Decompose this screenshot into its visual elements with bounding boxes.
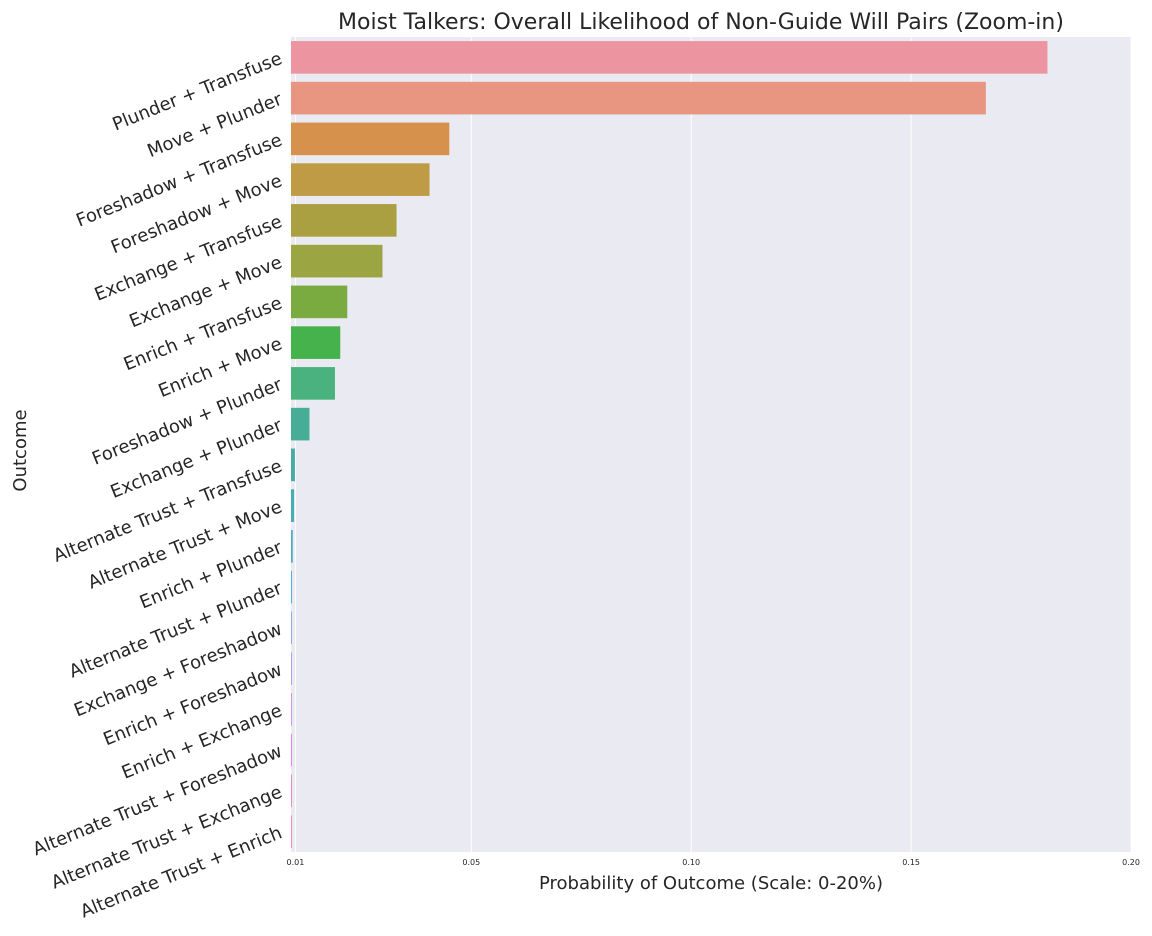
bars — [291, 41, 1048, 848]
bar — [291, 163, 430, 196]
bar — [291, 652, 292, 685]
y-axis-label: Outcome — [10, 409, 31, 491]
bar — [291, 407, 310, 441]
bar — [291, 611, 292, 645]
chart-title: Moist Talkers: Overall Likelihood of Non… — [338, 10, 1064, 35]
bar — [291, 41, 1048, 74]
bar — [291, 530, 293, 563]
bar — [291, 693, 292, 726]
bar — [291, 81, 986, 115]
x-tick-label: 0.20 — [1122, 858, 1140, 867]
bar — [291, 815, 292, 848]
bar — [291, 244, 383, 278]
bar — [291, 448, 295, 482]
bar — [291, 367, 335, 400]
x-tick-label: 0.10 — [682, 858, 700, 867]
x-tick-label: 0.01 — [286, 858, 304, 867]
bar — [291, 122, 450, 156]
x-tick-label: 0.15 — [902, 858, 920, 867]
bar — [291, 774, 292, 808]
bar — [291, 326, 341, 359]
bar — [291, 204, 397, 237]
bar — [291, 489, 295, 522]
gridlines — [294, 37, 1132, 852]
bar — [291, 570, 292, 604]
x-axis-label: Probability of Outcome (Scale: 0-20%) — [539, 873, 883, 894]
x-tick-label: 0.05 — [462, 858, 480, 867]
plot-area — [291, 37, 1131, 852]
x-tick-labels: 0.01 0.05 0.10 0.15 0.20 — [286, 858, 1139, 867]
bar — [291, 285, 348, 319]
bar — [291, 733, 292, 767]
